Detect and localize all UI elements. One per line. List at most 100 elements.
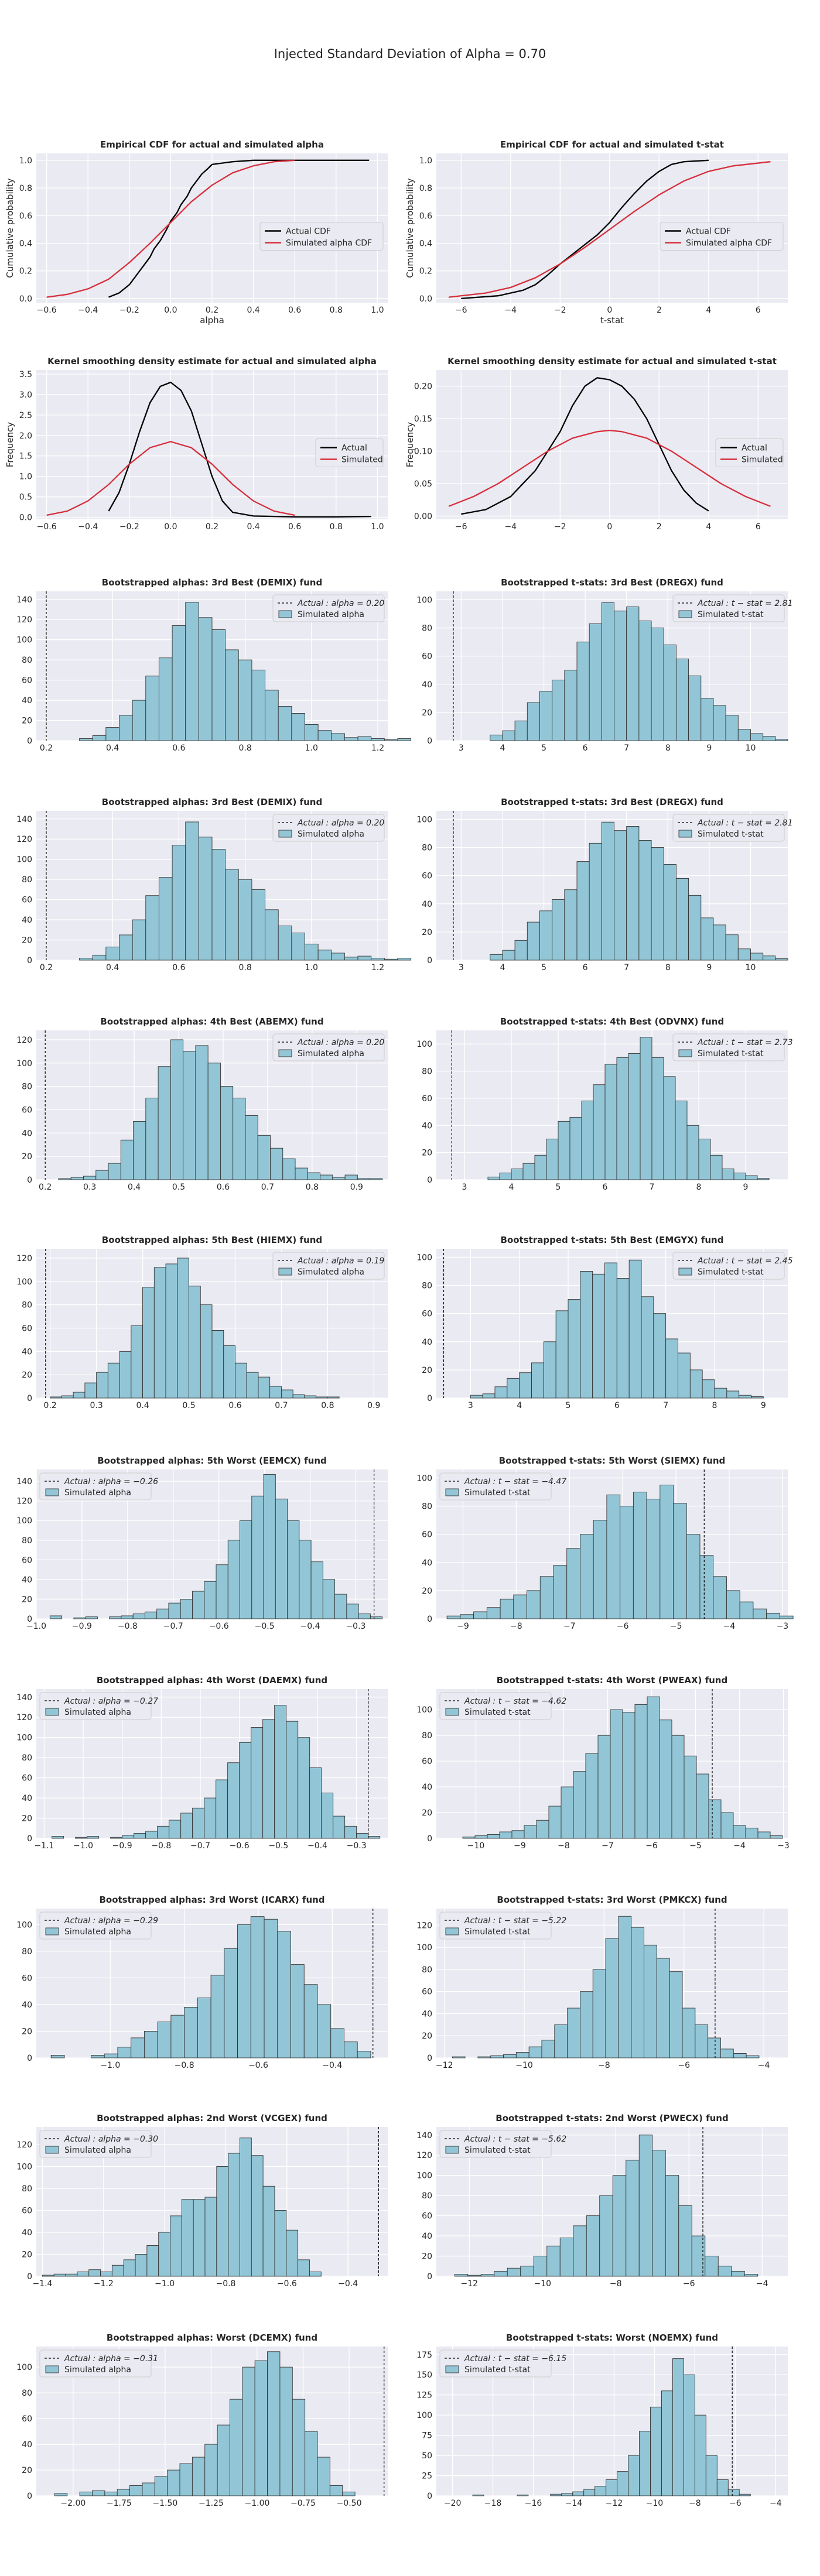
legend	[272, 1252, 385, 1280]
hist-bar	[527, 1590, 541, 1619]
legend-label-simulated: Simulated alpha	[64, 1488, 131, 1498]
hist-bar	[533, 2256, 548, 2277]
x-tick-label: 0.6	[217, 1183, 230, 1192]
hist-bar	[304, 1395, 317, 1399]
hist-bar	[589, 842, 602, 961]
hist-bar	[42, 2274, 54, 2277]
hist-bar	[573, 2225, 587, 2277]
y-tick-label: 20	[422, 1149, 432, 1158]
legend-label-simulated: Simulated t-stat	[464, 1708, 531, 1717]
hist-bar	[731, 2270, 745, 2277]
x-tick-label: 6	[583, 744, 588, 753]
hist-bar	[397, 958, 412, 961]
y-tick-label: 40	[22, 1575, 32, 1585]
hist-bar	[327, 1396, 340, 1399]
x-tick-label: 0.6	[288, 306, 301, 315]
hist-bar	[638, 621, 652, 741]
hist-bar	[225, 869, 239, 961]
y-tick-label: 20	[422, 708, 432, 718]
hist-bar	[192, 1807, 205, 1839]
hist-bar	[397, 738, 412, 741]
legend-label-actual: Actual : t − stat = −6.15	[464, 2354, 566, 2363]
hist-bar	[70, 1177, 84, 1180]
hist-bar	[686, 1534, 701, 1619]
hist-bar	[548, 1806, 562, 1839]
hist-bar	[694, 2414, 706, 2496]
hist-bar	[716, 2479, 729, 2496]
legend-label-actual: Actual : alpha = −0.27	[64, 1697, 158, 1706]
hist-bar	[170, 2215, 182, 2277]
y-tick-label: 140	[16, 1693, 32, 1703]
x-tick-label: 9	[743, 1183, 749, 1192]
series-line-0	[461, 377, 709, 515]
y-tick-label: 0	[427, 1176, 432, 1185]
x-tick-label: 0	[607, 306, 612, 315]
hist-bar	[92, 735, 107, 741]
legend-label-actual: Actual : t − stat = 2.73	[697, 1038, 793, 1047]
x-tick-label: 0.2	[206, 522, 218, 532]
hist-bar	[134, 1832, 146, 1839]
x-tick-label: 0.0	[164, 306, 177, 315]
hist-bar	[473, 1611, 487, 1619]
x-tick-label: −0.7	[190, 1841, 210, 1851]
hist-bar	[242, 2366, 255, 2496]
hist-bar	[79, 2491, 93, 2496]
hist-bar	[661, 2390, 673, 2496]
y-tick-label: 0.00	[414, 512, 432, 521]
chart-title: Bootstrapped t-stats: 4th Best (ODVNX) f…	[500, 1016, 724, 1027]
hist-bar	[750, 733, 764, 741]
legend-label: Simulated alpha CDF	[286, 239, 372, 248]
hist-bar	[659, 1719, 672, 1839]
hist-bar	[527, 922, 540, 961]
chart-panel-4: 0.2 0.4 0.6 0.8 1.0 1.2 0 20 40 60 80 100 120 140 Boot…	[16, 577, 412, 753]
x-tick-label: −4	[733, 1841, 746, 1851]
hist-bar	[269, 1386, 282, 1399]
hist-bar	[357, 955, 372, 961]
legend-label: Actual CDF	[686, 227, 731, 237]
hist-bar	[240, 1520, 252, 1619]
y-tick-label: 2.5	[19, 411, 32, 420]
x-tick-label: 0.5	[182, 1401, 195, 1410]
x-tick-label: −3	[777, 1622, 789, 1631]
y-tick-label: 80	[422, 1067, 432, 1077]
x-tick-label: −1.50	[152, 2499, 177, 2508]
hist-bar	[316, 1396, 328, 1399]
hist-bar	[384, 958, 398, 961]
hist-bar	[561, 2493, 573, 2496]
hist-bar	[100, 2272, 112, 2277]
hist-bar	[262, 2186, 275, 2277]
legend-swatch	[45, 2146, 59, 2154]
chart-title: Bootstrapped alphas: 3rd Worst (ICARX) f…	[99, 1895, 324, 1905]
y-tick-label: 0	[427, 2492, 432, 2501]
hist-bar	[117, 2489, 131, 2496]
hist-bar	[616, 1057, 629, 1180]
legend-label-actual: Actual : alpha = 0.20	[297, 818, 384, 828]
hist-bar	[307, 1172, 321, 1180]
hist-bar	[737, 729, 751, 741]
hist-bar	[585, 1753, 599, 1839]
chart-title: Bootstrapped t-stats: 3rd Best (DREGX) f…	[501, 797, 723, 807]
hist-bar	[454, 2274, 469, 2277]
x-tick-label: −12	[436, 2061, 453, 2070]
hist-bar	[477, 2056, 491, 2058]
legend	[39, 1472, 152, 1501]
hist-bar	[123, 2259, 136, 2277]
hist-bar	[739, 1395, 751, 1399]
hist-bar	[487, 1176, 500, 1180]
hist-bar	[53, 2273, 66, 2277]
hist-bar	[487, 1834, 500, 1839]
x-tick-label: −0.6	[248, 2061, 268, 2070]
hist-bar	[705, 2455, 718, 2496]
hist-bar	[211, 1330, 224, 1399]
hist-bar	[145, 1611, 158, 1619]
y-tick-label: 0	[427, 956, 432, 965]
y-tick-label: 120	[16, 1036, 32, 1045]
x-tick-label: 0.4	[128, 1183, 141, 1192]
hist-bar	[638, 2135, 653, 2277]
series-line-1	[448, 429, 771, 507]
x-tick-label: 9	[761, 1401, 766, 1410]
hist-bar	[663, 644, 676, 741]
legend-label-actual: Actual : t − stat = −4.47	[464, 1477, 566, 1486]
legend-label-actual: Actual : t − stat = 2.81	[697, 818, 793, 828]
y-tick-label: 0	[27, 1615, 32, 1624]
